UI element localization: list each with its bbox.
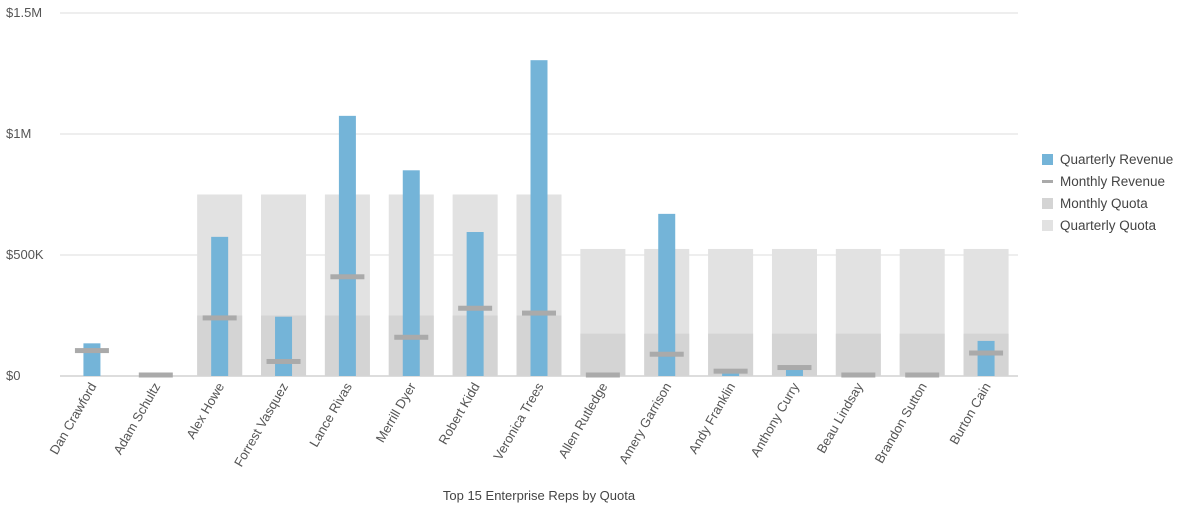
monthly-revenue-marker — [777, 365, 812, 371]
monthly-revenue-marker — [394, 334, 429, 340]
monthly-revenue-marker — [458, 305, 493, 311]
monthly-revenue-marker — [330, 274, 365, 280]
x-tick-label: Beau Lindsay — [814, 380, 867, 456]
x-tick-label: Brandon Sutton — [872, 380, 930, 466]
quarterly-revenue-bar — [977, 340, 995, 376]
quarterly-revenue-bar — [785, 366, 803, 376]
quarterly-revenue-bar — [530, 60, 548, 376]
monthly-revenue-marker — [266, 358, 301, 364]
y-tick-label: $1.5M — [6, 5, 42, 20]
legend-swatch — [1042, 153, 1053, 165]
y-tick-label: $0 — [6, 368, 20, 383]
x-tick-label: Adam Schultz — [110, 380, 163, 457]
legend-label: Quarterly Revenue — [1060, 151, 1174, 167]
legend-label: Monthly Quota — [1060, 195, 1148, 211]
x-tick-label: Burton Cain — [946, 380, 993, 447]
legend-label: Quarterly Quota — [1060, 217, 1157, 233]
monthly-quota-bar — [835, 333, 881, 376]
monthly-revenue-marker — [74, 348, 109, 354]
monthly-revenue-marker — [585, 372, 620, 378]
legend-swatch — [1042, 219, 1053, 231]
x-axis-title: Top 15 Enterprise Reps by Quota — [443, 488, 636, 503]
quarterly-revenue-bar — [466, 232, 484, 376]
legend-label: Monthly Revenue — [1060, 173, 1166, 189]
y-tick-label: $1M — [6, 126, 31, 141]
x-tick-label: Lance Rivas — [306, 380, 355, 450]
legend-item-quarterly-revenue[interactable]: Quarterly Revenue — [1042, 148, 1173, 170]
legend-item-monthly-quota[interactable]: Monthly Quota — [1042, 192, 1173, 214]
monthly-revenue-marker — [905, 372, 940, 378]
quarterly-revenue-bar — [402, 170, 420, 376]
x-tick-label: Andy Franklin — [685, 380, 738, 456]
monthly-revenue-marker — [713, 368, 748, 374]
x-tick-label: Anthony Curry — [748, 380, 803, 460]
quarterly-revenue-bar — [338, 115, 356, 376]
x-tick-label: Amery Garrison — [616, 380, 675, 466]
x-tick-label: Veronica Trees — [490, 380, 547, 463]
x-tick-label: Forrest Vasquez — [231, 380, 291, 469]
monthly-quota-bar — [899, 333, 945, 376]
legend-item-quarterly-quota[interactable]: Quarterly Quota — [1042, 214, 1173, 236]
monthly-revenue-markers — [74, 274, 1004, 378]
quarterly-revenue-bar — [658, 213, 676, 376]
monthly-quota-bar — [580, 333, 626, 376]
quarterly-revenue-bars — [83, 60, 995, 376]
legend-swatch — [1042, 179, 1053, 183]
y-tick-label: $500K — [6, 247, 44, 262]
x-axis-labels: Dan Crawford Adam Schultz Alex Howe Forrest… — [46, 379, 993, 469]
quarterly-revenue-bar — [211, 236, 229, 376]
monthly-revenue-marker — [522, 310, 556, 316]
legend-item-monthly-revenue[interactable]: Monthly Revenue — [1042, 170, 1173, 192]
x-tick-label: Dan Crawford — [46, 380, 99, 457]
monthly-revenue-marker — [138, 372, 173, 378]
x-tick-label: Allen Rutledge — [555, 380, 610, 461]
monthly-revenue-marker — [649, 351, 684, 357]
quarterly-revenue-bar — [275, 316, 293, 376]
monthly-revenue-marker — [969, 350, 1004, 356]
x-tick-label: Alex Howe — [183, 380, 227, 441]
legend-swatch — [1042, 197, 1053, 209]
monthly-revenue-marker — [841, 372, 876, 378]
x-tick-label: Merrill Dyer — [373, 379, 420, 445]
x-tick-label: Robert Kidd — [435, 380, 482, 447]
monthly-revenue-marker — [202, 315, 237, 321]
legend: Quarterly Revenue Monthly Revenue Monthl… — [1042, 148, 1173, 236]
y-axis-ticks: $0 $500K $1M $1.5M — [6, 5, 44, 383]
